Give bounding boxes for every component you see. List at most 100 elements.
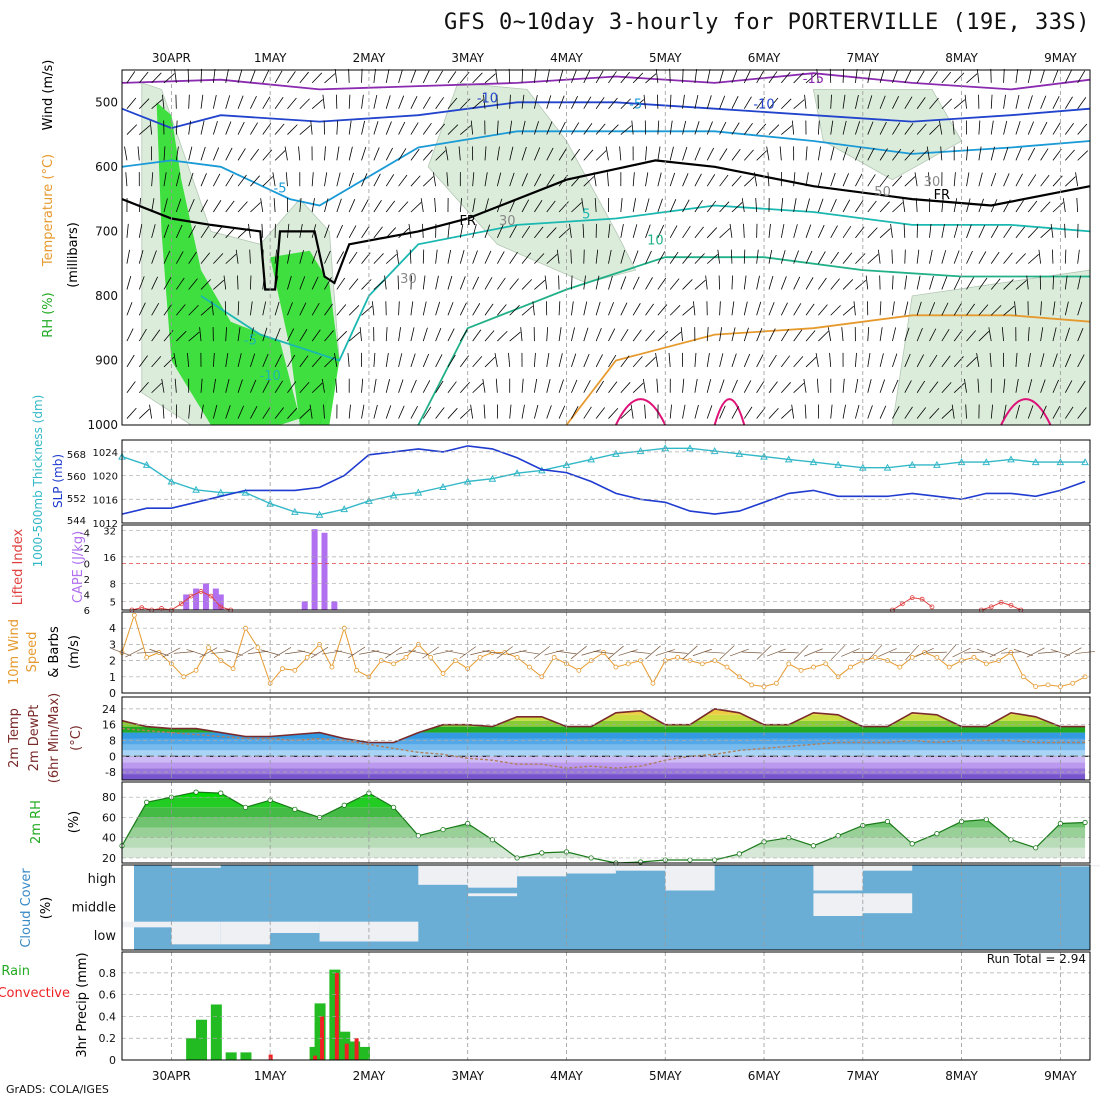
wind-barb	[941, 198, 944, 213]
wind-barb	[299, 328, 308, 342]
wind-speed-point	[329, 664, 335, 670]
wind-barb	[1077, 380, 1086, 393]
wind-barb	[1077, 407, 1087, 419]
wind-tick: 4	[109, 622, 116, 635]
wind-barb	[743, 223, 745, 238]
wind-barb	[780, 276, 787, 290]
wind-barb	[361, 225, 370, 239]
wind-barb	[310, 120, 313, 135]
wind-barb	[620, 98, 631, 110]
wind-barb	[435, 327, 442, 342]
wind-barb	[657, 172, 662, 187]
wind-barb	[1052, 148, 1062, 161]
wind-barb	[793, 99, 805, 110]
li-point	[208, 593, 214, 599]
rh-shading	[812, 89, 963, 181]
wind-barb-10m	[878, 648, 897, 657]
wind-barb	[151, 356, 162, 368]
wind-barb	[743, 96, 752, 109]
wind-barb	[867, 174, 876, 187]
wind-barb-10m	[942, 644, 957, 661]
temp-line	[121, 708, 1086, 744]
rh-point	[712, 857, 718, 863]
wind-barb-10m	[236, 647, 255, 658]
wind-barb	[151, 172, 154, 187]
thickness-axis-label: 1000-500mb Thickness (dm)	[31, 395, 45, 568]
wind-barb	[1065, 176, 1076, 187]
wind-barb	[212, 121, 218, 135]
wind-barb	[299, 71, 309, 84]
wind-barb	[904, 96, 913, 109]
wind-barb	[1015, 68, 1019, 83]
wind-speed-point	[786, 661, 792, 667]
wind-barb	[990, 172, 997, 187]
wind-barb	[855, 226, 865, 239]
wind-barb-10m	[445, 650, 466, 655]
precip-convective-bar	[268, 1054, 273, 1060]
wind-barb	[669, 68, 671, 83]
wind-barb	[435, 275, 439, 290]
rh-point	[292, 806, 298, 812]
rh-point	[934, 831, 940, 837]
temp-axis-label: (°C)	[69, 725, 84, 751]
cloud-cell-high	[1060, 865, 1100, 867]
wind-barb	[1027, 174, 1037, 187]
time-label-top: 9MAY	[1044, 51, 1077, 65]
wind-barb	[682, 173, 689, 187]
wind-barb	[299, 355, 309, 368]
wind-barb-10m	[1038, 651, 1059, 654]
wind-barb-10m	[297, 649, 317, 656]
wind-barb	[323, 404, 325, 419]
wind-barb	[805, 356, 817, 368]
wind-speed-point	[1070, 680, 1076, 686]
contour-label: 30	[499, 214, 516, 229]
cloud-cell-low	[171, 921, 221, 945]
wind-barb	[361, 68, 363, 83]
wind-barb	[138, 223, 143, 238]
wind-barb	[781, 408, 792, 419]
wind-barb	[694, 226, 704, 239]
wind-barb	[410, 275, 412, 290]
wind-barb	[410, 406, 418, 419]
wind-barb	[694, 279, 706, 290]
wind-barb	[556, 249, 560, 264]
wind-barb	[669, 146, 674, 161]
wind-tick: 0	[109, 687, 116, 700]
wind-barb	[1038, 249, 1042, 264]
wind-barb	[361, 279, 372, 290]
wind-barb-10m	[778, 651, 799, 654]
wind-barb	[719, 405, 726, 419]
wind-barb-10m	[570, 645, 587, 660]
wind-barb	[410, 95, 418, 109]
wind-barb	[1003, 199, 1011, 213]
wind-barb	[483, 94, 486, 109]
wind-barb	[162, 94, 165, 109]
wind-barb	[756, 275, 760, 290]
wind-barb	[521, 305, 533, 316]
wind-barb	[818, 224, 825, 238]
wind-barb-10m	[433, 650, 453, 655]
cape-tick: 5	[110, 597, 116, 608]
wind-barb	[916, 249, 920, 264]
wind-barb-10m	[793, 645, 809, 660]
wind-barb	[458, 146, 461, 161]
wind-barb	[929, 381, 939, 393]
wind-barb	[706, 254, 718, 264]
wind-barb	[398, 121, 406, 135]
wind-barb	[509, 225, 517, 239]
wind-barb	[410, 301, 414, 316]
wind-barb	[941, 355, 951, 368]
wind-barb	[484, 73, 496, 84]
rh-point	[341, 802, 347, 808]
wind-barb	[287, 407, 298, 419]
wind-barb	[879, 95, 886, 109]
wind-barb	[1040, 148, 1049, 161]
wind-barb	[855, 68, 858, 83]
wind-barb	[756, 249, 759, 264]
wind-barb	[892, 327, 897, 342]
upper-air-axis-label: (millibars)	[66, 222, 81, 288]
wind-barb	[126, 249, 130, 264]
thickness-point	[340, 505, 349, 513]
wind-barb	[361, 173, 368, 187]
wind-barb	[642, 378, 646, 393]
